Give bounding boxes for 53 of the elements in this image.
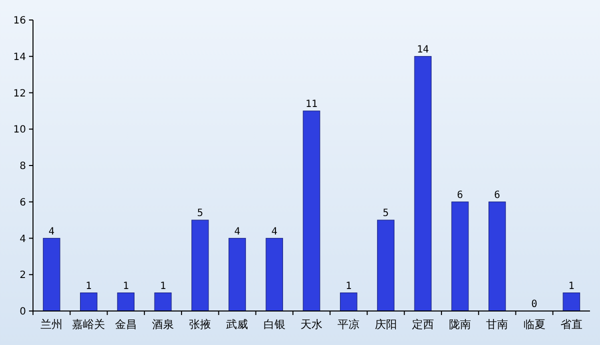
y-tick-label: 10 [13,124,26,136]
data-label: 1 [160,280,166,292]
x-tick-label: 白银 [263,318,286,331]
data-label: 5 [197,208,204,220]
y-tick-label: 0 [20,306,26,318]
bar [377,220,394,312]
x-tick-label: 金昌 [114,318,137,331]
bar [266,238,284,312]
bar [154,292,172,312]
data-label: 11 [305,98,318,110]
data-label: 6 [457,190,464,201]
data-label: 1 [346,280,352,292]
x-tick-label: 酒泉 [152,318,174,331]
y-tick-label: 4 [20,234,26,245]
y-tick-label: 8 [20,161,26,172]
bar [451,202,469,312]
x-tick-label: 甘南 [486,318,508,331]
x-tick-label: 天水 [300,318,322,331]
bar [562,292,580,312]
y-tick-label: 6 [20,197,26,208]
bar [340,292,358,312]
x-tick-label: 陇南 [449,318,472,331]
x-tick-label: 庆阳 [374,318,397,331]
bar [42,238,60,312]
bar [488,202,506,312]
x-tick-label: 平凉 [338,318,360,331]
y-tick-label: 14 [13,52,26,63]
bar [80,292,98,312]
bar [117,292,134,312]
data-label: 1 [568,280,574,292]
data-label: 14 [416,44,429,56]
y-tick-label: 12 [13,88,26,100]
data-label: 6 [494,190,500,201]
data-label: 0 [531,299,538,310]
bar [191,220,209,312]
data-label: 1 [122,280,129,292]
data-label: 4 [271,226,278,238]
bar [302,110,320,312]
x-tick-label: 张掖 [189,318,212,331]
y-tick-label: 16 [13,16,26,26]
x-tick-label: 定西 [412,318,434,331]
x-tick-label: 临夏 [523,318,546,331]
x-tick-label: 武威 [226,318,248,331]
x-tick-label: 嘉峪关 [72,318,106,331]
data-label: 5 [382,208,389,220]
bar [414,56,432,312]
data-label: 4 [234,226,240,238]
y-tick-label: 2 [20,270,26,282]
bar [228,238,246,312]
data-label: 4 [48,226,55,238]
data-label: 1 [86,280,92,292]
x-tick-label: 省直 [560,318,582,331]
x-tick-label: 兰州 [40,318,63,331]
